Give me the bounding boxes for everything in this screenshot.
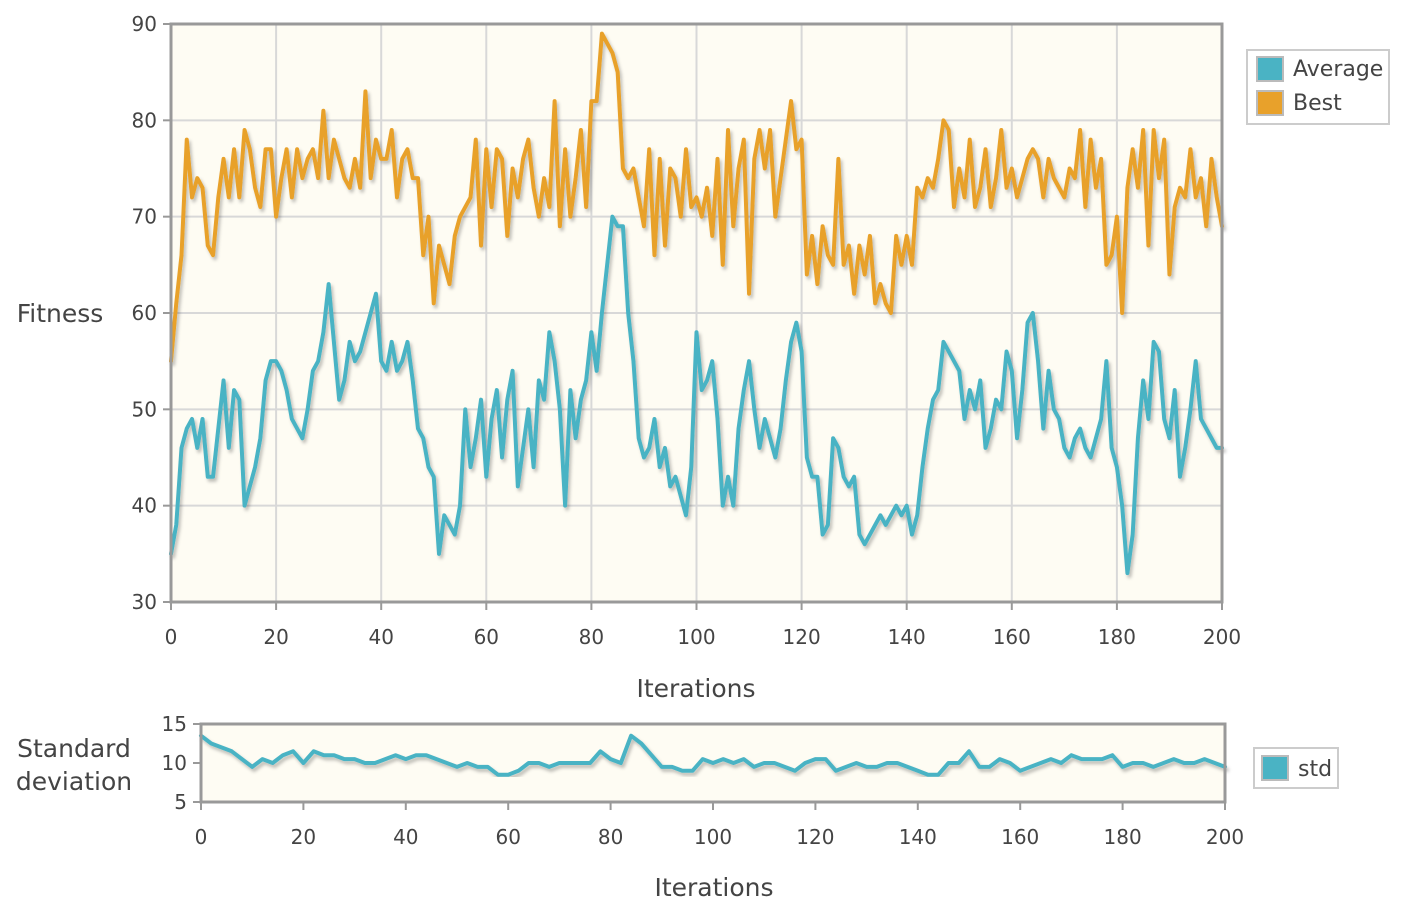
x-tick-label: 180 (1098, 625, 1136, 649)
std-chart: 5 10 15 0 20 40 60 80 100 120 140 160 180 200 Standa… (16, 712, 1339, 902)
x-tick-label: 140 (899, 825, 937, 849)
x-tick-label: 40 (368, 625, 393, 649)
x-tick-label: 80 (598, 825, 623, 849)
std-series (199, 733, 1227, 777)
fitness-x-axis-label: Iterations (636, 674, 755, 703)
series-line-average (169, 214, 1224, 576)
x-tick-label: 140 (888, 625, 926, 649)
std-y-axis-label-line: Standard (17, 734, 131, 763)
legend-swatch-best (1256, 90, 1284, 116)
fitness-chart: 30 40 50 60 70 80 90 0 20 40 60 80 100 120 140 160 180 2… (17, 12, 1390, 703)
fitness-series (169, 31, 1224, 576)
y-tick-label: 30 (132, 590, 157, 614)
x-tick-label: 120 (783, 625, 821, 649)
x-tick-label: 60 (474, 625, 499, 649)
std-y-axis-label-line: deviation (16, 767, 132, 796)
fitness-x-ticks: 0 20 40 60 80 100 120 140 160 180 200 (165, 602, 1241, 649)
x-tick-label: 20 (263, 625, 288, 649)
x-tick-label: 100 (694, 825, 732, 849)
x-tick-label: 0 (165, 625, 178, 649)
x-tick-label: 20 (291, 825, 316, 849)
legend-label-best: Best (1293, 91, 1342, 116)
x-tick-label: 120 (796, 825, 834, 849)
y-tick-label: 50 (132, 397, 157, 421)
y-tick-label: 80 (132, 108, 157, 132)
x-tick-label: 100 (677, 625, 715, 649)
x-tick-label: 0 (195, 825, 208, 849)
y-tick-label: 15 (162, 712, 187, 736)
std-x-ticks: 0 20 40 60 80 100 120 140 160 180 200 (195, 802, 1244, 849)
x-tick-label: 80 (579, 625, 604, 649)
series-line-best (169, 31, 1224, 364)
series-line-std (199, 733, 1227, 777)
x-tick-label: 160 (993, 625, 1031, 649)
std-x-axis-label: Iterations (654, 873, 773, 902)
y-tick-label: 90 (132, 12, 157, 36)
y-tick-label: 60 (132, 301, 157, 325)
y-tick-label: 5 (174, 790, 187, 814)
legend-label-average: Average (1293, 57, 1383, 82)
x-tick-label: 40 (393, 825, 418, 849)
std-y-axis-label: Standard deviation (16, 734, 132, 796)
legend-label-std: std (1298, 757, 1332, 782)
legend-swatch-std (1261, 755, 1289, 781)
y-tick-label: 40 (132, 494, 157, 518)
fitness-legend: Average Best (1246, 49, 1390, 125)
std-legend: std (1253, 747, 1339, 789)
x-tick-label: 200 (1203, 625, 1241, 649)
y-tick-label: 70 (132, 205, 157, 229)
x-tick-label: 60 (495, 825, 520, 849)
x-tick-label: 180 (1104, 825, 1142, 849)
legend-swatch-average (1256, 56, 1284, 82)
x-tick-label: 160 (1001, 825, 1039, 849)
x-tick-label: 200 (1206, 825, 1244, 849)
fitness-y-axis-label: Fitness (17, 299, 104, 328)
std-y-ticks: 5 10 15 (162, 712, 201, 814)
fitness-y-ticks: 30 40 50 60 70 80 90 (132, 12, 171, 614)
y-tick-label: 10 (162, 751, 187, 775)
